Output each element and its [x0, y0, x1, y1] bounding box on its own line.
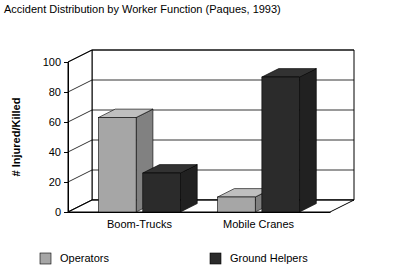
tick: 0	[55, 206, 68, 218]
bar-top	[262, 69, 316, 77]
bar	[98, 118, 136, 213]
legend-label: Operators	[60, 252, 109, 264]
side-wall	[68, 50, 92, 212]
bar	[262, 77, 300, 212]
tick-label: 100	[43, 56, 61, 68]
legend-swatch	[210, 253, 221, 264]
tick-mark	[64, 182, 68, 183]
tick: Boom-Trucks	[107, 212, 172, 230]
tick-label: Boom-Trucks	[107, 218, 172, 230]
bar-top	[98, 109, 152, 117]
legend: Operators Ground Helpers	[40, 252, 308, 264]
walls	[68, 50, 354, 212]
title: Accident Distribution by Worker Function…	[4, 3, 281, 15]
tick-label: 60	[49, 116, 61, 128]
legend-item: Operators	[40, 252, 109, 264]
bars	[98, 69, 316, 212]
tick: 60	[49, 116, 68, 128]
tick-mark	[64, 62, 68, 63]
grid-line	[68, 50, 354, 62]
y-axis: 0 20 40 60 80 100	[43, 56, 69, 218]
legend-label: Ground Helpers	[230, 252, 308, 264]
tick: Mobile Cranes	[223, 212, 294, 230]
tick-mark	[64, 92, 68, 93]
tick: 40	[49, 146, 68, 158]
bar-group	[262, 69, 316, 212]
tick: 100	[43, 56, 68, 68]
tick-mark	[64, 152, 68, 153]
tick-mark	[64, 212, 68, 213]
y-axis-title: # Injured/Killed	[10, 98, 22, 177]
tick-label: Mobile Cranes	[223, 218, 294, 230]
x-axis: Boom-Trucks Mobile Cranes	[69, 212, 331, 230]
tick-label: 20	[49, 176, 61, 188]
bar-top	[143, 165, 197, 173]
bar-group	[143, 165, 197, 212]
x-axis-line	[69, 212, 331, 213]
legend-item: Ground Helpers	[210, 252, 308, 264]
legend-swatch	[40, 253, 51, 264]
tick-label: 0	[55, 206, 61, 218]
tick: 80	[49, 86, 68, 98]
tick: 20	[49, 176, 68, 188]
bar	[143, 173, 181, 212]
tick-label: 80	[49, 86, 61, 98]
bar-side	[300, 69, 317, 212]
tick-mark	[64, 122, 68, 123]
chart: Accident Distribution by Worker Function…	[0, 0, 400, 279]
tick-label: 40	[49, 146, 61, 158]
y-axis-line	[64, 63, 69, 213]
bar	[218, 197, 256, 212]
